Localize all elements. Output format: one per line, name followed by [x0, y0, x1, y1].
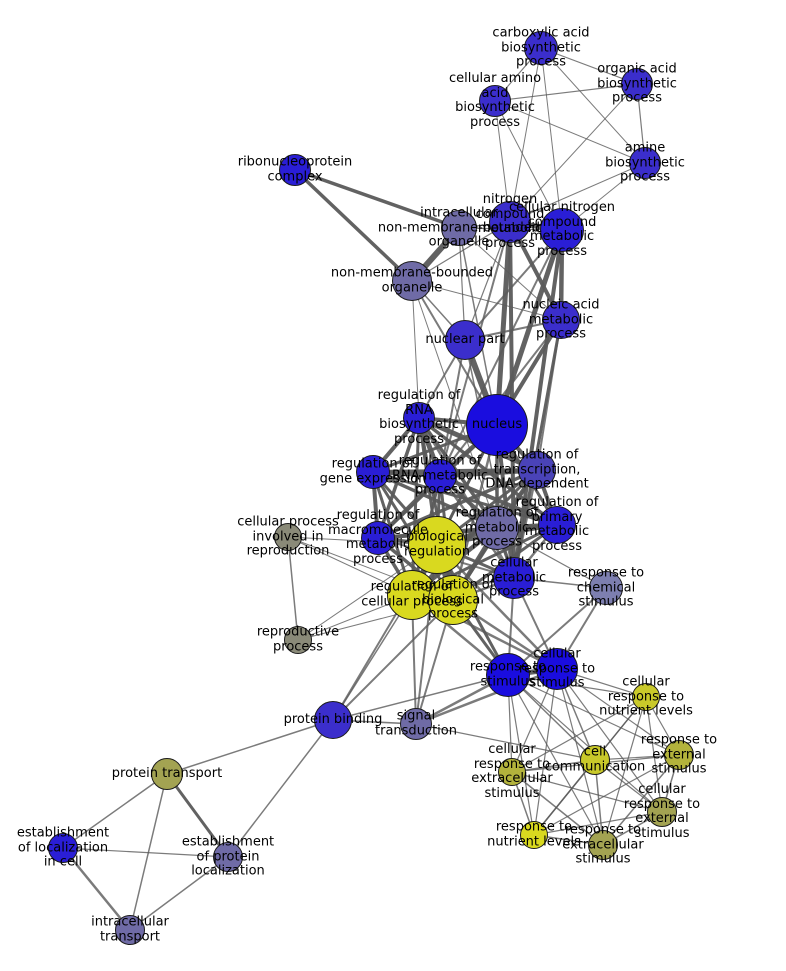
graph-edge[interactable]: [533, 754, 680, 836]
graph-node-cell-communication[interactable]: [580, 745, 610, 775]
graph-node-regulation-of-rna-metabolic-process[interactable]: [423, 459, 457, 493]
graph-node-regulation-of-metabolic-process[interactable]: [475, 506, 519, 550]
graph-node-intracellular-transport[interactable]: [115, 915, 145, 945]
graph-node-regulation-of-gene-expression[interactable]: [356, 455, 390, 489]
graph-edge[interactable]: [540, 47, 563, 231]
graph-edge[interactable]: [414, 667, 559, 726]
graph-node-cellular-response-to-stimulus[interactable]: [536, 648, 578, 690]
graph-node-establishment-of-localization-in-cell[interactable]: [48, 833, 78, 863]
graph-edge[interactable]: [415, 544, 438, 725]
graph-edge[interactable]: [129, 856, 229, 931]
graph-edge[interactable]: [411, 280, 562, 321]
graph-edge[interactable]: [129, 773, 168, 931]
graph-node-cellular-metabolic-process[interactable]: [493, 557, 535, 599]
graph-node-establishment-of-protein-localization[interactable]: [213, 842, 243, 872]
graph-edge[interactable]: [556, 668, 663, 813]
graph-node-amine-biosynthetic-process[interactable]: [629, 147, 661, 179]
graph-edge[interactable]: [287, 536, 299, 641]
graph-node-ribonucleoprotein-complex[interactable]: [279, 154, 311, 186]
graph-edge[interactable]: [533, 668, 558, 836]
graph-node-response-to-chemical-stimulus[interactable]: [589, 571, 623, 605]
graph-edge[interactable]: [415, 723, 596, 761]
graph-edge[interactable]: [411, 280, 420, 419]
graph-edge[interactable]: [536, 319, 562, 471]
graph-edge[interactable]: [332, 599, 454, 721]
graph-edge[interactable]: [494, 100, 563, 231]
graph-edge[interactable]: [509, 47, 542, 223]
graph-edge[interactable]: [332, 674, 509, 721]
graph-edge[interactable]: [62, 773, 168, 849]
graph-edge[interactable]: [507, 674, 535, 836]
graph-node-response-to-external-stimulus[interactable]: [664, 740, 694, 770]
graph-node-organic-acid-biosynthetic-process[interactable]: [621, 68, 653, 100]
graph-node-response-to-stimulus[interactable]: [486, 653, 530, 697]
graph-node-carboxylic-acid-biosynthetic-process[interactable]: [524, 31, 558, 65]
graph-node-regulation-of-transcription-dna-dependent[interactable]: [518, 451, 556, 489]
graph-edge[interactable]: [507, 674, 663, 813]
graph-edge[interactable]: [533, 759, 596, 836]
graph-edge[interactable]: [61, 846, 132, 932]
graph-edge[interactable]: [494, 100, 646, 164]
graph-node-regulation-of-rna-biosynthetic-process[interactable]: [403, 402, 435, 434]
graph-edge[interactable]: [438, 474, 559, 527]
graph-edge[interactable]: [507, 674, 680, 756]
graph-node-protein-binding[interactable]: [314, 701, 352, 739]
graph-edge[interactable]: [464, 229, 563, 341]
graph-edge[interactable]: [645, 696, 663, 813]
graph-edge[interactable]: [540, 47, 646, 164]
graph-node-regulation-of-primary-metabolic-process[interactable]: [538, 506, 576, 544]
graph-edge[interactable]: [602, 696, 647, 846]
graph-edge[interactable]: [509, 162, 646, 223]
graph-node-cellular-response-to-nutrient-levels[interactable]: [632, 683, 660, 711]
graph-node-non-membrane-bounded-organelle[interactable]: [392, 261, 432, 301]
graph-node-regulation-of-macromolecule-metabolic-process[interactable]: [361, 521, 395, 555]
graph-node-nitrogen-compound-metabolic-process[interactable]: [489, 201, 531, 243]
graph-edge[interactable]: [511, 771, 663, 813]
graph-node-biological-regulation[interactable]: [408, 516, 466, 574]
graph-edge[interactable]: [602, 754, 680, 846]
graph-node-regulation-of-biological-process[interactable]: [428, 575, 478, 625]
graph-node-signal-transduction[interactable]: [400, 708, 432, 740]
graph-edge[interactable]: [293, 168, 414, 283]
graph-node-response-to-nutrient-levels[interactable]: [520, 821, 548, 849]
graph-edge[interactable]: [511, 696, 647, 773]
graph-edge[interactable]: [458, 227, 562, 321]
graph-node-protein-transport[interactable]: [151, 758, 183, 790]
graph-node-cellular-response-to-external-stimulus[interactable]: [647, 797, 677, 827]
graph-edge[interactable]: [533, 811, 663, 836]
graph-node-nuclear-part[interactable]: [445, 320, 485, 360]
graph-edge[interactable]: [166, 719, 334, 775]
graph-edge[interactable]: [293, 168, 461, 230]
graph-edge[interactable]: [511, 771, 604, 846]
graph-node-nucleus[interactable]: [466, 394, 528, 456]
graph-node-intracellular-non-membrane-bounded-organelle[interactable]: [441, 210, 477, 246]
graph-edge[interactable]: [227, 719, 334, 858]
graph-node-reproductive-process[interactable]: [284, 626, 312, 654]
graph-node-nucleic-acid-metabolic-process[interactable]: [542, 301, 580, 339]
graph-edge[interactable]: [507, 674, 604, 846]
graph-edge[interactable]: [62, 847, 229, 858]
graph-edge[interactable]: [494, 83, 638, 102]
graph-node-cellular-amino-acid-biosynthetic-process[interactable]: [479, 85, 511, 117]
graph-node-response-to-extracellular-stimulus[interactable]: [588, 830, 618, 860]
graph-edge[interactable]: [512, 228, 564, 580]
graph-edge[interactable]: [509, 83, 638, 223]
graph-edge[interactable]: [494, 219, 513, 428]
graph-edge[interactable]: [165, 772, 230, 859]
graph-node-cellular-process-involved-in-reproduction[interactable]: [274, 523, 302, 551]
graph-edge[interactable]: [376, 468, 539, 540]
graph-node-cellular-nitrogen-compound-metabolic-process[interactable]: [540, 208, 584, 252]
graph-node-cellular-response-to-extracellular-stimulus[interactable]: [498, 758, 526, 786]
